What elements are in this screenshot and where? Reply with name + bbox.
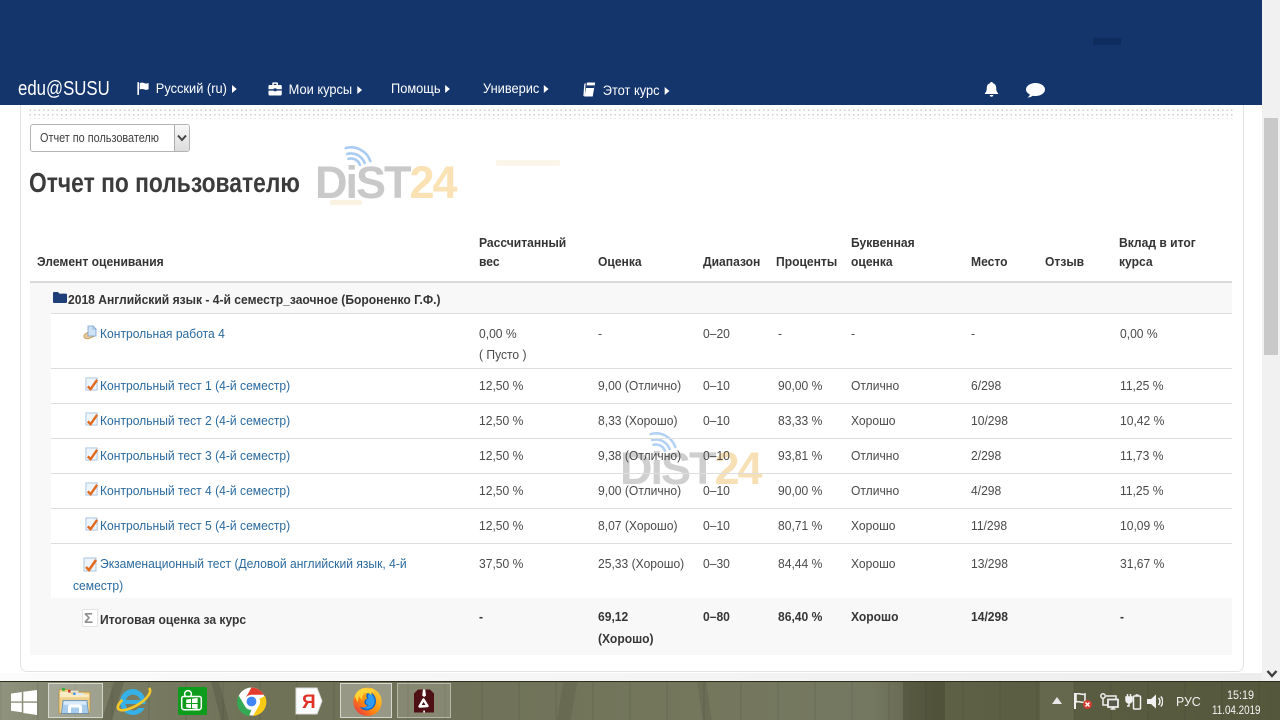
svg-text:Я: Я xyxy=(302,692,316,713)
